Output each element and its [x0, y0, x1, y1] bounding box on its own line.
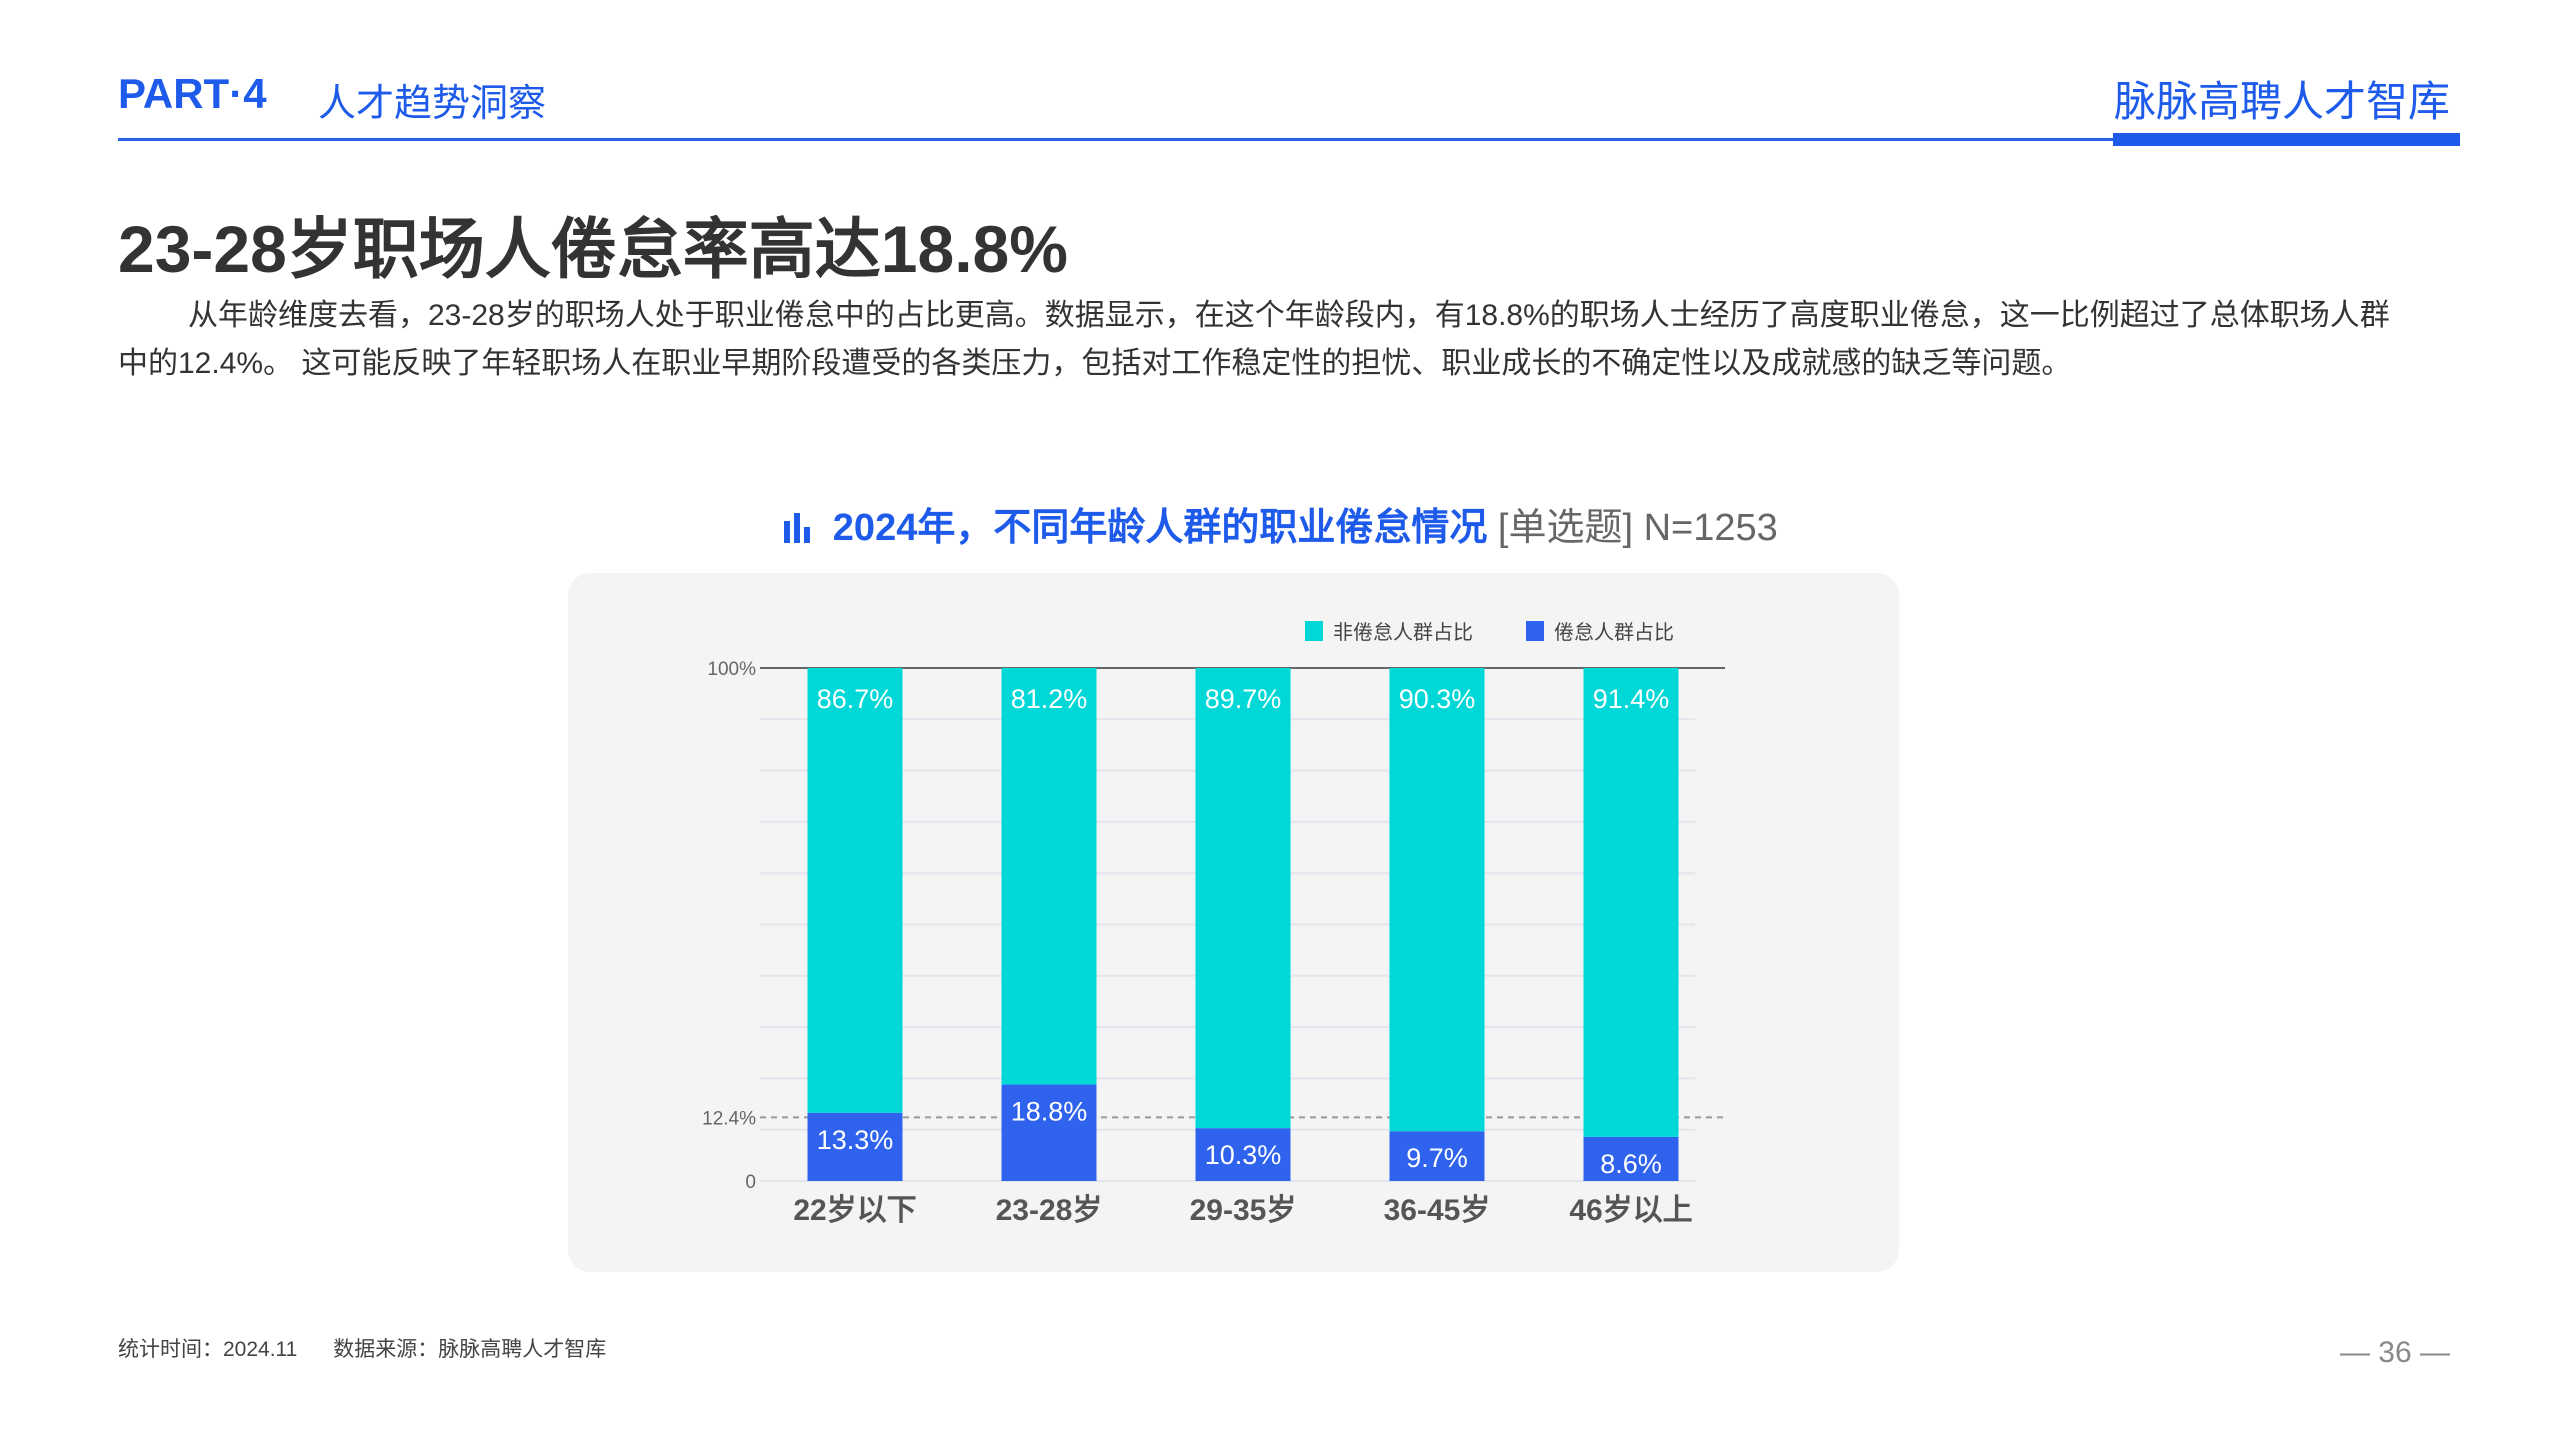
page-title: 23-28岁职场人倦怠率高达18.8% [118, 212, 1068, 286]
data-label: 91.4% [1593, 684, 1670, 714]
legend-label: 倦怠人群占比 [1554, 621, 1674, 644]
footer-source: 数据来源：脉脉高聘人才智库 [333, 1338, 607, 1361]
y-tick-label: 0 [745, 1172, 756, 1193]
bar-chart-icon [782, 507, 833, 549]
data-label: 9.7% [1406, 1143, 1468, 1173]
data-label: 8.6% [1600, 1149, 1662, 1179]
data-label: 81.2% [1011, 684, 1088, 714]
chart-title: 2024年，不同年龄人群的职业倦怠情况 [单选题] N=1253 [0, 496, 2560, 551]
brand-name: 脉脉高聘人才智库 [2113, 78, 2450, 125]
footer-time: 统计时间：2024.11 [118, 1338, 298, 1361]
bar-segment [1583, 1136, 1679, 1181]
bar-segment [1001, 668, 1097, 1085]
description-paragraph: 从年龄维度去看，23-28岁的职场人处于职业倦怠中的占比更高。数据显示，在这个年… [118, 299, 2390, 380]
data-label: 13.3% [817, 1125, 894, 1155]
data-label: 86.7% [817, 684, 894, 714]
bar-segment [807, 1112, 903, 1181]
bar-segment [807, 668, 903, 1113]
legend-label: 非倦怠人群占比 [1333, 621, 1473, 644]
x-tick-label: 29-35岁 [1190, 1194, 1297, 1227]
chart-title-main: 2024年，不同年龄人群的职业倦怠情况 [832, 507, 1488, 549]
data-label: 10.3% [1205, 1140, 1282, 1170]
bar-segment [1583, 668, 1679, 1137]
data-label: 90.3% [1399, 684, 1476, 714]
bar-segment [1195, 668, 1291, 1129]
legend-swatch [1305, 621, 1323, 641]
section-title: 人才趋势洞察 [318, 83, 547, 125]
x-tick-label: 23-28岁 [996, 1194, 1103, 1227]
bar-segment [1389, 668, 1485, 1132]
bar-segment [1389, 1131, 1485, 1181]
bar-segment [1001, 1084, 1097, 1181]
x-tick-label: 22岁以下 [793, 1194, 916, 1227]
part-label: PART·4 [118, 70, 267, 117]
page-number: — 36 — [2339, 1336, 2450, 1369]
chart-title-note: [单选题] N=1253 [1497, 507, 1778, 549]
legend-swatch [1526, 621, 1544, 641]
data-label: 18.8% [1011, 1097, 1088, 1127]
x-tick-label: 46岁以上 [1569, 1194, 1692, 1227]
header-divider [118, 138, 2118, 141]
y-tick-label: 12.4% [702, 1108, 756, 1129]
footer: 统计时间：2024.11 数据来源：脉脉高聘人才智库 [118, 1333, 636, 1363]
x-tick-label: 36-45岁 [1384, 1194, 1491, 1227]
header-accent-bar [2113, 133, 2460, 146]
bar-segment [1195, 1128, 1291, 1181]
y-tick-label: 100% [707, 659, 756, 680]
data-label: 89.7% [1205, 684, 1282, 714]
